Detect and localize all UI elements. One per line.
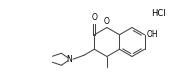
Text: HCl: HCl	[151, 9, 165, 18]
Text: N: N	[67, 55, 72, 64]
Text: OH: OH	[147, 30, 159, 39]
Text: O: O	[91, 13, 97, 22]
Text: O: O	[104, 17, 110, 26]
